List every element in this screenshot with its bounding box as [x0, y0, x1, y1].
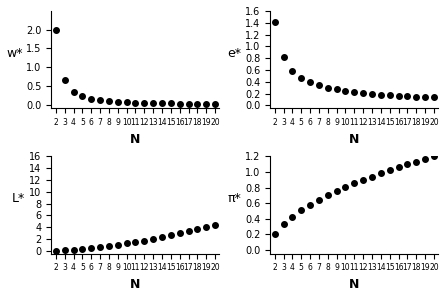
X-axis label: N: N [349, 133, 359, 145]
Y-axis label: L*: L* [12, 192, 25, 205]
Y-axis label: w*: w* [7, 46, 24, 60]
X-axis label: N: N [130, 278, 140, 291]
Y-axis label: e*: e* [227, 46, 241, 60]
Y-axis label: π*: π* [227, 192, 241, 205]
X-axis label: N: N [130, 133, 140, 145]
X-axis label: N: N [349, 278, 359, 291]
